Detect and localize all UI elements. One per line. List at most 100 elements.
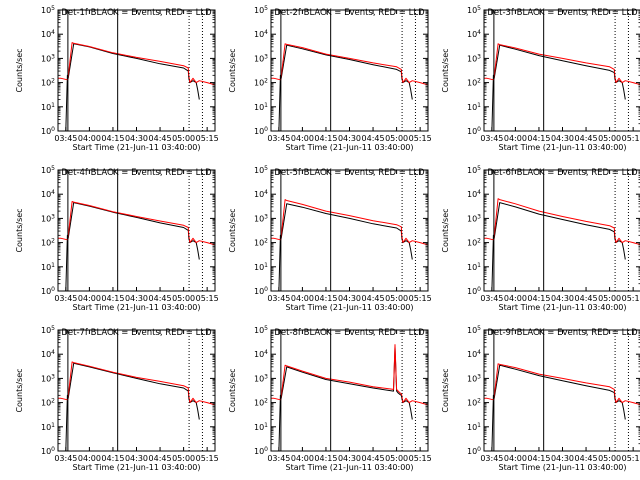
x-axis-label: Start Time (21-Jun-11 03:40:00) <box>73 303 201 312</box>
x-tick-label: 04:45 <box>149 134 172 143</box>
x-tick-label: 05:15 <box>622 294 640 303</box>
series-events-line <box>271 346 413 451</box>
plot-frame <box>270 9 429 132</box>
x-tick-label: 05:00 <box>598 454 621 463</box>
x-tick-label: 04:15 <box>527 294 550 303</box>
y-tick-label: 101 <box>254 422 268 432</box>
x-tick-label: 03:45 <box>480 294 503 303</box>
y-axis-label: Counts/sec <box>228 208 237 252</box>
panel-title: Det-6f BLACK = Events, RED = LLD <box>487 168 638 178</box>
x-tick-label: 04:45 <box>362 294 385 303</box>
panel-det-1: 03:45 04:00 04:15 04:30 04:45 05:00 05:15 100 10… <box>15 5 219 152</box>
x-tick-label: 04:00 <box>78 294 101 303</box>
y-tick-label: 105 <box>254 5 268 15</box>
x-tick-label: 04:15 <box>101 454 124 463</box>
x-tick-label: 04:00 <box>78 454 101 463</box>
x-tick-label: 05:15 <box>622 134 640 143</box>
plot-frame <box>483 329 640 452</box>
y-tick-label: 104 <box>467 349 481 359</box>
series-events-line <box>484 364 626 451</box>
x-tick-label: 04:00 <box>78 134 101 143</box>
x-tick-label: 04:30 <box>125 454 148 463</box>
panel-title: Det-3f BLACK = Events, RED = LLD <box>487 8 638 18</box>
y-tick-label: 104 <box>467 189 481 199</box>
x-tick-label: 04:45 <box>575 134 598 143</box>
x-tick-label: 04:15 <box>101 294 124 303</box>
x-tick-label: 04:45 <box>362 454 385 463</box>
y-tick-label: 105 <box>467 165 481 175</box>
x-tick-label: 03:45 <box>480 454 503 463</box>
y-tick-label: 104 <box>41 349 55 359</box>
y-axis-label: Counts/sec <box>15 48 24 92</box>
y-tick-label: 100 <box>467 126 481 136</box>
panel-title: Det-2f BLACK = Events, RED = LLD <box>274 8 425 18</box>
y-tick-label: 101 <box>41 422 55 432</box>
y-tick-label: 101 <box>41 262 55 272</box>
x-tick-label: 04:30 <box>125 134 148 143</box>
x-tick-label: 05:15 <box>196 454 219 463</box>
x-tick-label: 05:15 <box>196 134 219 143</box>
y-tick-label: 103 <box>41 53 55 63</box>
y-tick-label: 101 <box>467 262 481 272</box>
x-tick-label: 05:00 <box>172 454 195 463</box>
x-tick-label: 04:30 <box>551 454 574 463</box>
x-tick-label: 04:30 <box>551 134 574 143</box>
y-tick-label: 100 <box>41 446 55 456</box>
panel-title: Det-5f BLACK = Events, RED = LLD <box>274 168 425 178</box>
x-tick-label: 04:30 <box>338 294 361 303</box>
x-axis-label: Start Time (21-Jun-11 03:40:00) <box>73 143 201 152</box>
series-events-line <box>484 44 626 131</box>
x-tick-label: 04:15 <box>527 134 550 143</box>
y-tick-label: 105 <box>41 165 55 175</box>
plot-frame <box>483 9 640 132</box>
y-tick-label: 102 <box>467 238 481 248</box>
series-lld-line <box>58 201 215 246</box>
x-axis-label: Start Time (21-Jun-11 03:40:00) <box>286 143 414 152</box>
x-tick-label: 05:00 <box>172 294 195 303</box>
x-tick-label: 05:15 <box>622 454 640 463</box>
x-axis-label: Start Time (21-Jun-11 03:40:00) <box>499 143 627 152</box>
series-group <box>271 199 428 291</box>
x-axis-label: Start Time (21-Jun-11 03:40:00) <box>286 463 414 472</box>
series-group <box>271 344 428 451</box>
y-tick-label: 105 <box>254 325 268 335</box>
y-tick-label: 100 <box>41 286 55 296</box>
series-group <box>271 43 428 131</box>
x-tick-label: 05:00 <box>385 134 408 143</box>
series-lld-line <box>484 43 640 86</box>
x-axis-label: Start Time (21-Jun-11 03:40:00) <box>499 463 627 472</box>
x-tick-label: 03:45 <box>267 454 290 463</box>
series-lld-line <box>271 199 428 246</box>
series-events-line <box>271 44 413 131</box>
x-tick-label: 04:15 <box>314 294 337 303</box>
panel-det-2: 03:45 04:00 04:15 04:30 04:45 05:00 05:15 100 10… <box>228 5 432 152</box>
series-lld-line <box>58 361 215 406</box>
panel-det-5: 03:45 04:00 04:15 04:30 04:45 05:00 05:15 100 10… <box>228 165 432 312</box>
y-tick-label: 100 <box>254 446 268 456</box>
y-tick-label: 105 <box>254 165 268 175</box>
y-axis-label: Counts/sec <box>15 368 24 412</box>
x-axis-label: Start Time (21-Jun-11 03:40:00) <box>286 303 414 312</box>
y-tick-label: 104 <box>467 29 481 39</box>
panel-det-4: 03:45 04:00 04:15 04:30 04:45 05:00 05:15 100 10… <box>15 165 219 312</box>
y-tick-label: 101 <box>467 102 481 112</box>
x-tick-label: 04:00 <box>291 134 314 143</box>
series-lld-line <box>484 363 640 406</box>
plot-frame <box>57 169 216 292</box>
y-tick-label: 103 <box>41 213 55 223</box>
y-tick-label: 103 <box>254 373 268 383</box>
y-tick-label: 104 <box>41 189 55 199</box>
y-tick-label: 105 <box>41 325 55 335</box>
x-tick-label: 05:00 <box>598 134 621 143</box>
y-tick-label: 104 <box>254 349 268 359</box>
x-tick-label: 04:15 <box>314 454 337 463</box>
y-tick-label: 102 <box>254 238 268 248</box>
y-tick-label: 100 <box>467 446 481 456</box>
x-tick-label: 04:45 <box>575 294 598 303</box>
x-tick-label: 03:45 <box>267 294 290 303</box>
x-tick-label: 04:15 <box>101 134 124 143</box>
x-tick-label: 03:45 <box>480 134 503 143</box>
